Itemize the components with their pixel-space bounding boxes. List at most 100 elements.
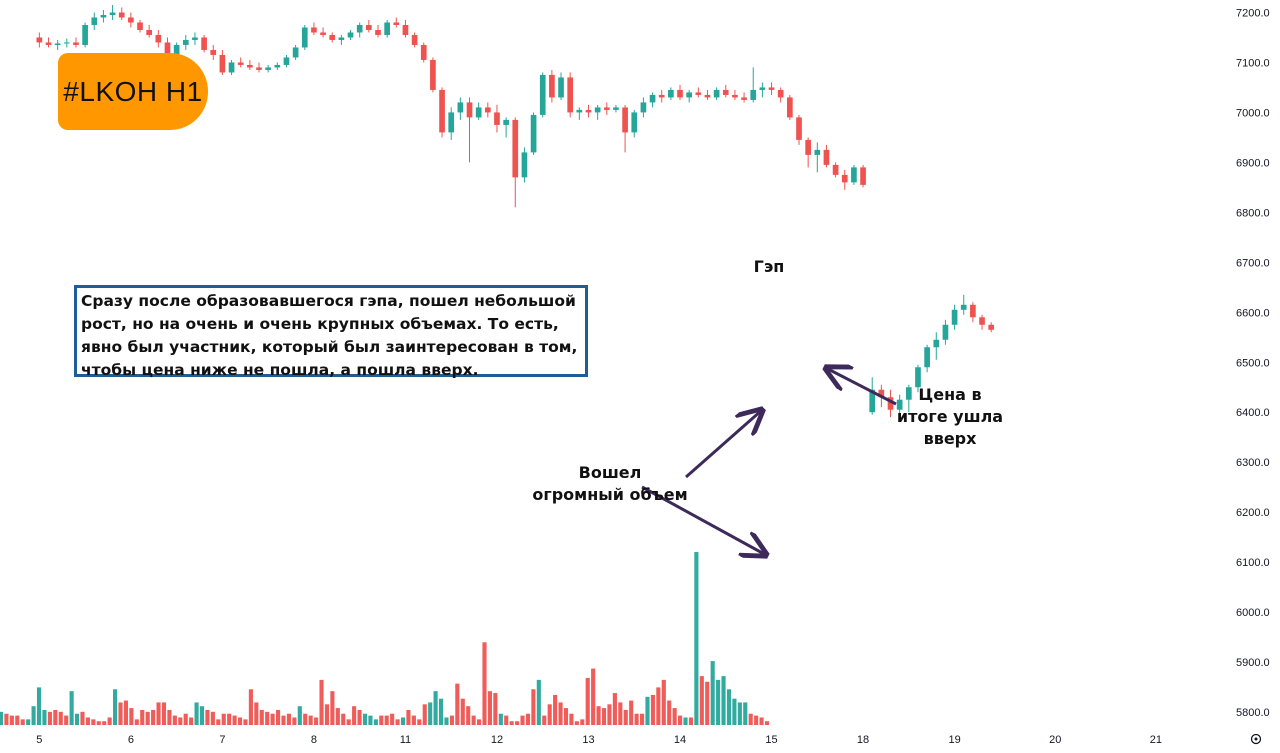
volume-bar (42, 709, 47, 725)
volume-bar (553, 694, 558, 725)
volume-bar (591, 668, 596, 725)
time-tick-label: 15 (765, 734, 777, 746)
candle (338, 34, 345, 45)
volume-bar (596, 706, 601, 725)
candle (979, 314, 985, 330)
volume-bar (525, 713, 531, 725)
candle (896, 394, 903, 423)
settings-button[interactable] (1250, 733, 1262, 745)
volume-bar (107, 717, 112, 725)
price-tick-label: 6000.0 (1236, 607, 1270, 619)
candle (713, 87, 720, 100)
candle (613, 104, 619, 113)
candle (457, 97, 464, 120)
candle (960, 294, 967, 315)
volume-bar (531, 689, 536, 725)
volume-bar (493, 693, 498, 725)
volume-bar (645, 696, 650, 725)
volume-bar (498, 713, 503, 725)
volume-bar (324, 704, 330, 725)
candle (851, 164, 857, 185)
candle (823, 144, 830, 168)
candle (256, 62, 262, 73)
time-tick-label: 5 (36, 734, 42, 746)
time-tick-label: 14 (674, 734, 686, 746)
volume-bar (80, 711, 85, 725)
candle (750, 67, 757, 103)
candle (402, 19, 409, 38)
candle (494, 104, 500, 133)
volume-bar (569, 713, 574, 725)
volume-bar (558, 702, 563, 725)
candle (631, 109, 638, 138)
volume-bar (678, 715, 683, 725)
candle (301, 24, 308, 50)
price-up-annotation: Цена в итоге ушла вверх (896, 385, 1004, 448)
gear-icon (1250, 733, 1262, 745)
candle (530, 112, 537, 155)
time-tick-label: 6 (128, 734, 134, 746)
volume-bar (710, 661, 715, 725)
volume-bar (580, 719, 585, 725)
volume-bar (297, 706, 302, 725)
volume-bar (574, 721, 579, 725)
candle (329, 32, 336, 43)
volume-bar (656, 687, 661, 725)
volume-bar (9, 715, 14, 725)
candle (622, 104, 628, 153)
volume-bar (515, 721, 520, 725)
volume-bar (69, 691, 74, 725)
candle (311, 22, 317, 35)
candle (228, 59, 235, 75)
volume-bar (335, 708, 340, 725)
volume-bar (15, 715, 20, 725)
volume-bar (373, 719, 378, 725)
candle (265, 64, 271, 73)
volume-bar (379, 715, 384, 725)
volume-bar (140, 709, 145, 725)
volume-bar (118, 702, 123, 725)
candle (933, 332, 940, 360)
candle (430, 57, 436, 93)
gap-annotation: Гэп (753, 257, 785, 276)
volume-bar (585, 678, 590, 725)
volume-bar (183, 713, 188, 725)
candle (869, 377, 876, 415)
candle (411, 32, 418, 48)
volume-bar (607, 704, 612, 725)
time-axis[interactable]: 5 6 7 8 11 12 13 14 15 18 19 20 21 (36, 734, 1162, 746)
time-tick-label: 18 (857, 734, 869, 746)
volume-bar (482, 642, 487, 725)
price-tick-label: 7100.0 (1236, 57, 1270, 69)
time-tick-label: 21 (1150, 734, 1162, 746)
candle (137, 19, 143, 33)
volume-bar (0, 711, 4, 725)
volume-bar (74, 713, 80, 725)
volume-bar (265, 711, 270, 725)
price-axis[interactable]: 7200.0 7100.0 7000.0 6900.0 6800.0 6700.0 6600… (1236, 7, 1270, 719)
candle (192, 32, 198, 45)
candle (466, 97, 473, 163)
candle (521, 147, 528, 183)
candle (439, 87, 445, 138)
price-tick-label: 6300.0 (1236, 457, 1270, 469)
candle (210, 44, 217, 60)
candle (741, 92, 747, 103)
volume-bar (286, 713, 291, 725)
volume-bar (199, 706, 205, 725)
candle (512, 117, 519, 208)
price-tick-label: 6400.0 (1236, 407, 1270, 419)
volume-bars (0, 552, 770, 725)
candle (649, 92, 656, 108)
volume-bar (205, 709, 210, 725)
volume-bar (58, 711, 63, 725)
volume-bar (151, 709, 156, 725)
candle (45, 37, 52, 48)
candle (704, 89, 711, 100)
candle (36, 32, 43, 48)
candle (128, 12, 134, 28)
candle (668, 87, 674, 100)
candle (347, 29, 354, 40)
volume-bar (47, 711, 52, 725)
